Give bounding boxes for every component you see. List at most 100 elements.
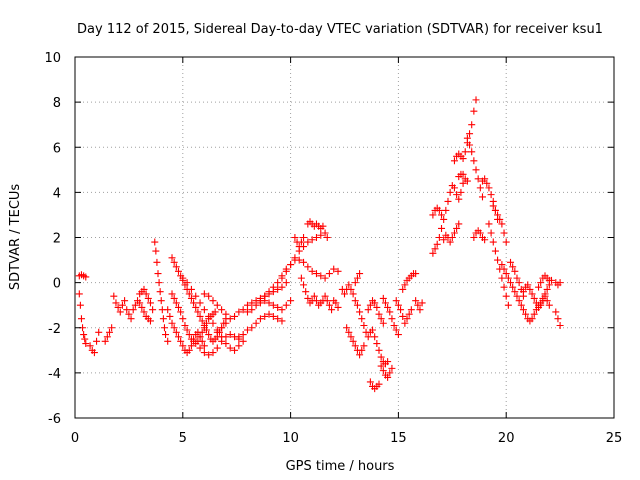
data-point bbox=[489, 202, 497, 210]
data-point bbox=[291, 234, 299, 241]
data-point bbox=[282, 279, 290, 287]
data-point bbox=[377, 353, 385, 361]
data-point bbox=[483, 179, 491, 187]
data-point bbox=[358, 346, 366, 354]
series-arc-c bbox=[86, 328, 103, 357]
data-point bbox=[319, 222, 327, 230]
data-point bbox=[278, 283, 286, 291]
data-point bbox=[112, 299, 120, 307]
data-point bbox=[384, 303, 392, 311]
data-point bbox=[515, 297, 523, 305]
series-arc-an bbox=[461, 96, 480, 156]
data-point bbox=[496, 215, 504, 223]
series-arc-o bbox=[235, 310, 286, 341]
data-point bbox=[414, 301, 422, 309]
data-point bbox=[196, 344, 204, 352]
data-point bbox=[371, 333, 379, 341]
data-point bbox=[459, 179, 467, 187]
data-point bbox=[252, 301, 260, 309]
data-point bbox=[209, 349, 217, 357]
data-point bbox=[384, 373, 392, 381]
data-point bbox=[448, 234, 456, 241]
data-point bbox=[218, 337, 226, 345]
y-tick-label: 10 bbox=[44, 51, 61, 66]
y-axis-title: SDTVAR / TECUs bbox=[8, 184, 23, 291]
series-arc-aa bbox=[366, 378, 383, 393]
x-axis-title: GPS time / hours bbox=[286, 459, 395, 474]
data-point bbox=[312, 297, 320, 305]
data-point bbox=[390, 321, 398, 329]
data-point bbox=[256, 315, 264, 323]
data-point bbox=[170, 324, 178, 332]
data-point bbox=[256, 297, 264, 305]
data-point bbox=[192, 292, 200, 300]
data-point bbox=[476, 184, 484, 192]
data-point bbox=[261, 312, 269, 320]
data-point bbox=[476, 229, 484, 237]
data-point bbox=[282, 265, 290, 273]
data-point bbox=[470, 157, 478, 165]
data-point bbox=[308, 236, 316, 244]
data-point bbox=[140, 308, 148, 316]
x-tick-label: 25 bbox=[606, 431, 623, 446]
series-arc-l bbox=[196, 331, 243, 359]
data-point bbox=[545, 276, 553, 284]
data-point bbox=[494, 211, 502, 219]
data-point bbox=[513, 274, 521, 282]
data-point bbox=[183, 326, 191, 334]
data-point bbox=[154, 270, 162, 278]
data-point bbox=[310, 292, 318, 300]
data-point bbox=[200, 349, 208, 357]
data-point bbox=[360, 321, 368, 329]
data-point bbox=[384, 358, 392, 366]
data-point bbox=[349, 337, 357, 345]
x-tick-label: 20 bbox=[498, 431, 515, 446]
data-point bbox=[248, 324, 256, 332]
data-point bbox=[168, 254, 176, 262]
data-point bbox=[498, 261, 506, 269]
x-tick-label: 15 bbox=[390, 431, 407, 446]
data-point bbox=[369, 326, 377, 334]
data-point bbox=[312, 270, 320, 278]
data-point bbox=[209, 297, 217, 305]
data-point bbox=[377, 315, 385, 323]
data-point bbox=[345, 328, 353, 336]
data-point bbox=[287, 297, 295, 305]
series-arc-u bbox=[297, 274, 327, 309]
data-point bbox=[304, 294, 312, 302]
data-point bbox=[507, 258, 515, 266]
data-point bbox=[123, 306, 131, 314]
series-arc-p bbox=[243, 297, 295, 316]
data-point bbox=[530, 294, 538, 302]
data-point bbox=[239, 337, 247, 345]
series-arc-j bbox=[168, 254, 230, 345]
data-point bbox=[392, 297, 400, 305]
series-arc-a bbox=[75, 290, 90, 348]
data-point bbox=[323, 234, 331, 241]
data-point bbox=[205, 331, 213, 339]
series-arc-f bbox=[136, 285, 157, 314]
data-point bbox=[95, 328, 103, 336]
data-point bbox=[160, 324, 168, 332]
data-point bbox=[312, 234, 320, 241]
data-point bbox=[261, 292, 269, 300]
series-arc-ad bbox=[379, 294, 402, 339]
series-arc-v bbox=[321, 292, 342, 314]
data-point bbox=[166, 312, 174, 320]
data-point bbox=[450, 157, 458, 165]
series-arc-e bbox=[110, 292, 154, 325]
data-point bbox=[343, 324, 351, 332]
data-point bbox=[429, 211, 437, 219]
data-point bbox=[170, 294, 178, 302]
data-point bbox=[168, 290, 176, 298]
data-point bbox=[491, 206, 499, 214]
data-point bbox=[470, 234, 478, 241]
data-point bbox=[179, 315, 187, 323]
data-point bbox=[140, 285, 148, 293]
data-point bbox=[121, 297, 129, 305]
data-point bbox=[530, 310, 538, 318]
data-point bbox=[179, 274, 187, 282]
data-point bbox=[278, 272, 286, 280]
data-point bbox=[248, 306, 256, 314]
data-point bbox=[151, 238, 159, 246]
